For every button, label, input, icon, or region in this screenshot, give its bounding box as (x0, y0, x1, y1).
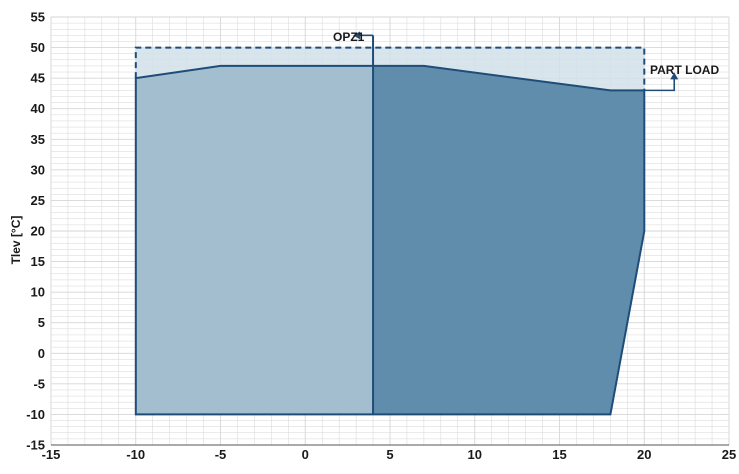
x-tick-label: -5 (215, 447, 227, 462)
annotation-opz1: OPZ1 (333, 30, 365, 44)
y-axis-label: Tlev [°C] (9, 216, 23, 265)
y-tick-label: 35 (31, 132, 45, 147)
outlines (134, 31, 679, 416)
y-tick-label: 55 (31, 10, 45, 25)
y-tick-label: 0 (38, 346, 45, 361)
part-load-band (135, 47, 645, 91)
y-tick-label: 40 (31, 101, 45, 116)
y-tick-label: 10 (31, 285, 45, 300)
x-tick-label: 20 (637, 447, 651, 462)
y-tick-label: -15 (26, 438, 45, 453)
part-load-arrow-head (670, 72, 679, 80)
part-load-arrow-line (644, 78, 676, 92)
part-load-outline (134, 46, 646, 91)
x-tick-label: 5 (386, 447, 393, 462)
x-tick-label: 0 (302, 447, 309, 462)
y-tick-label: 45 (31, 71, 45, 86)
x-tick-label: 25 (722, 447, 736, 462)
regions (135, 47, 645, 415)
x-tick-label: -15 (42, 447, 61, 462)
y-tick-label: 15 (31, 254, 45, 269)
y-tick-label: -5 (33, 376, 45, 391)
opz1-region (373, 65, 645, 415)
y-tick-label: 25 (31, 193, 45, 208)
envelope-outline (134, 64, 646, 416)
x-tick-label: -10 (126, 447, 145, 462)
tick-labels: -15 -10 -5 0 5 10 15 20 25 30 35 40 45 50 55 -15 -10 -5 0 5… (26, 10, 736, 463)
annotation-part-load: PART LOAD (650, 63, 719, 77)
y-tick-label: 50 (31, 40, 45, 55)
x-tick-label: 10 (468, 447, 482, 462)
y-tick-label: 30 (31, 162, 45, 177)
y-tick-label: 5 (38, 315, 45, 330)
y-tick-label: -10 (26, 407, 45, 422)
x-tick-label: 15 (552, 447, 566, 462)
y-tick-label: 20 (31, 224, 45, 239)
opz1-arrow-head (353, 31, 361, 40)
